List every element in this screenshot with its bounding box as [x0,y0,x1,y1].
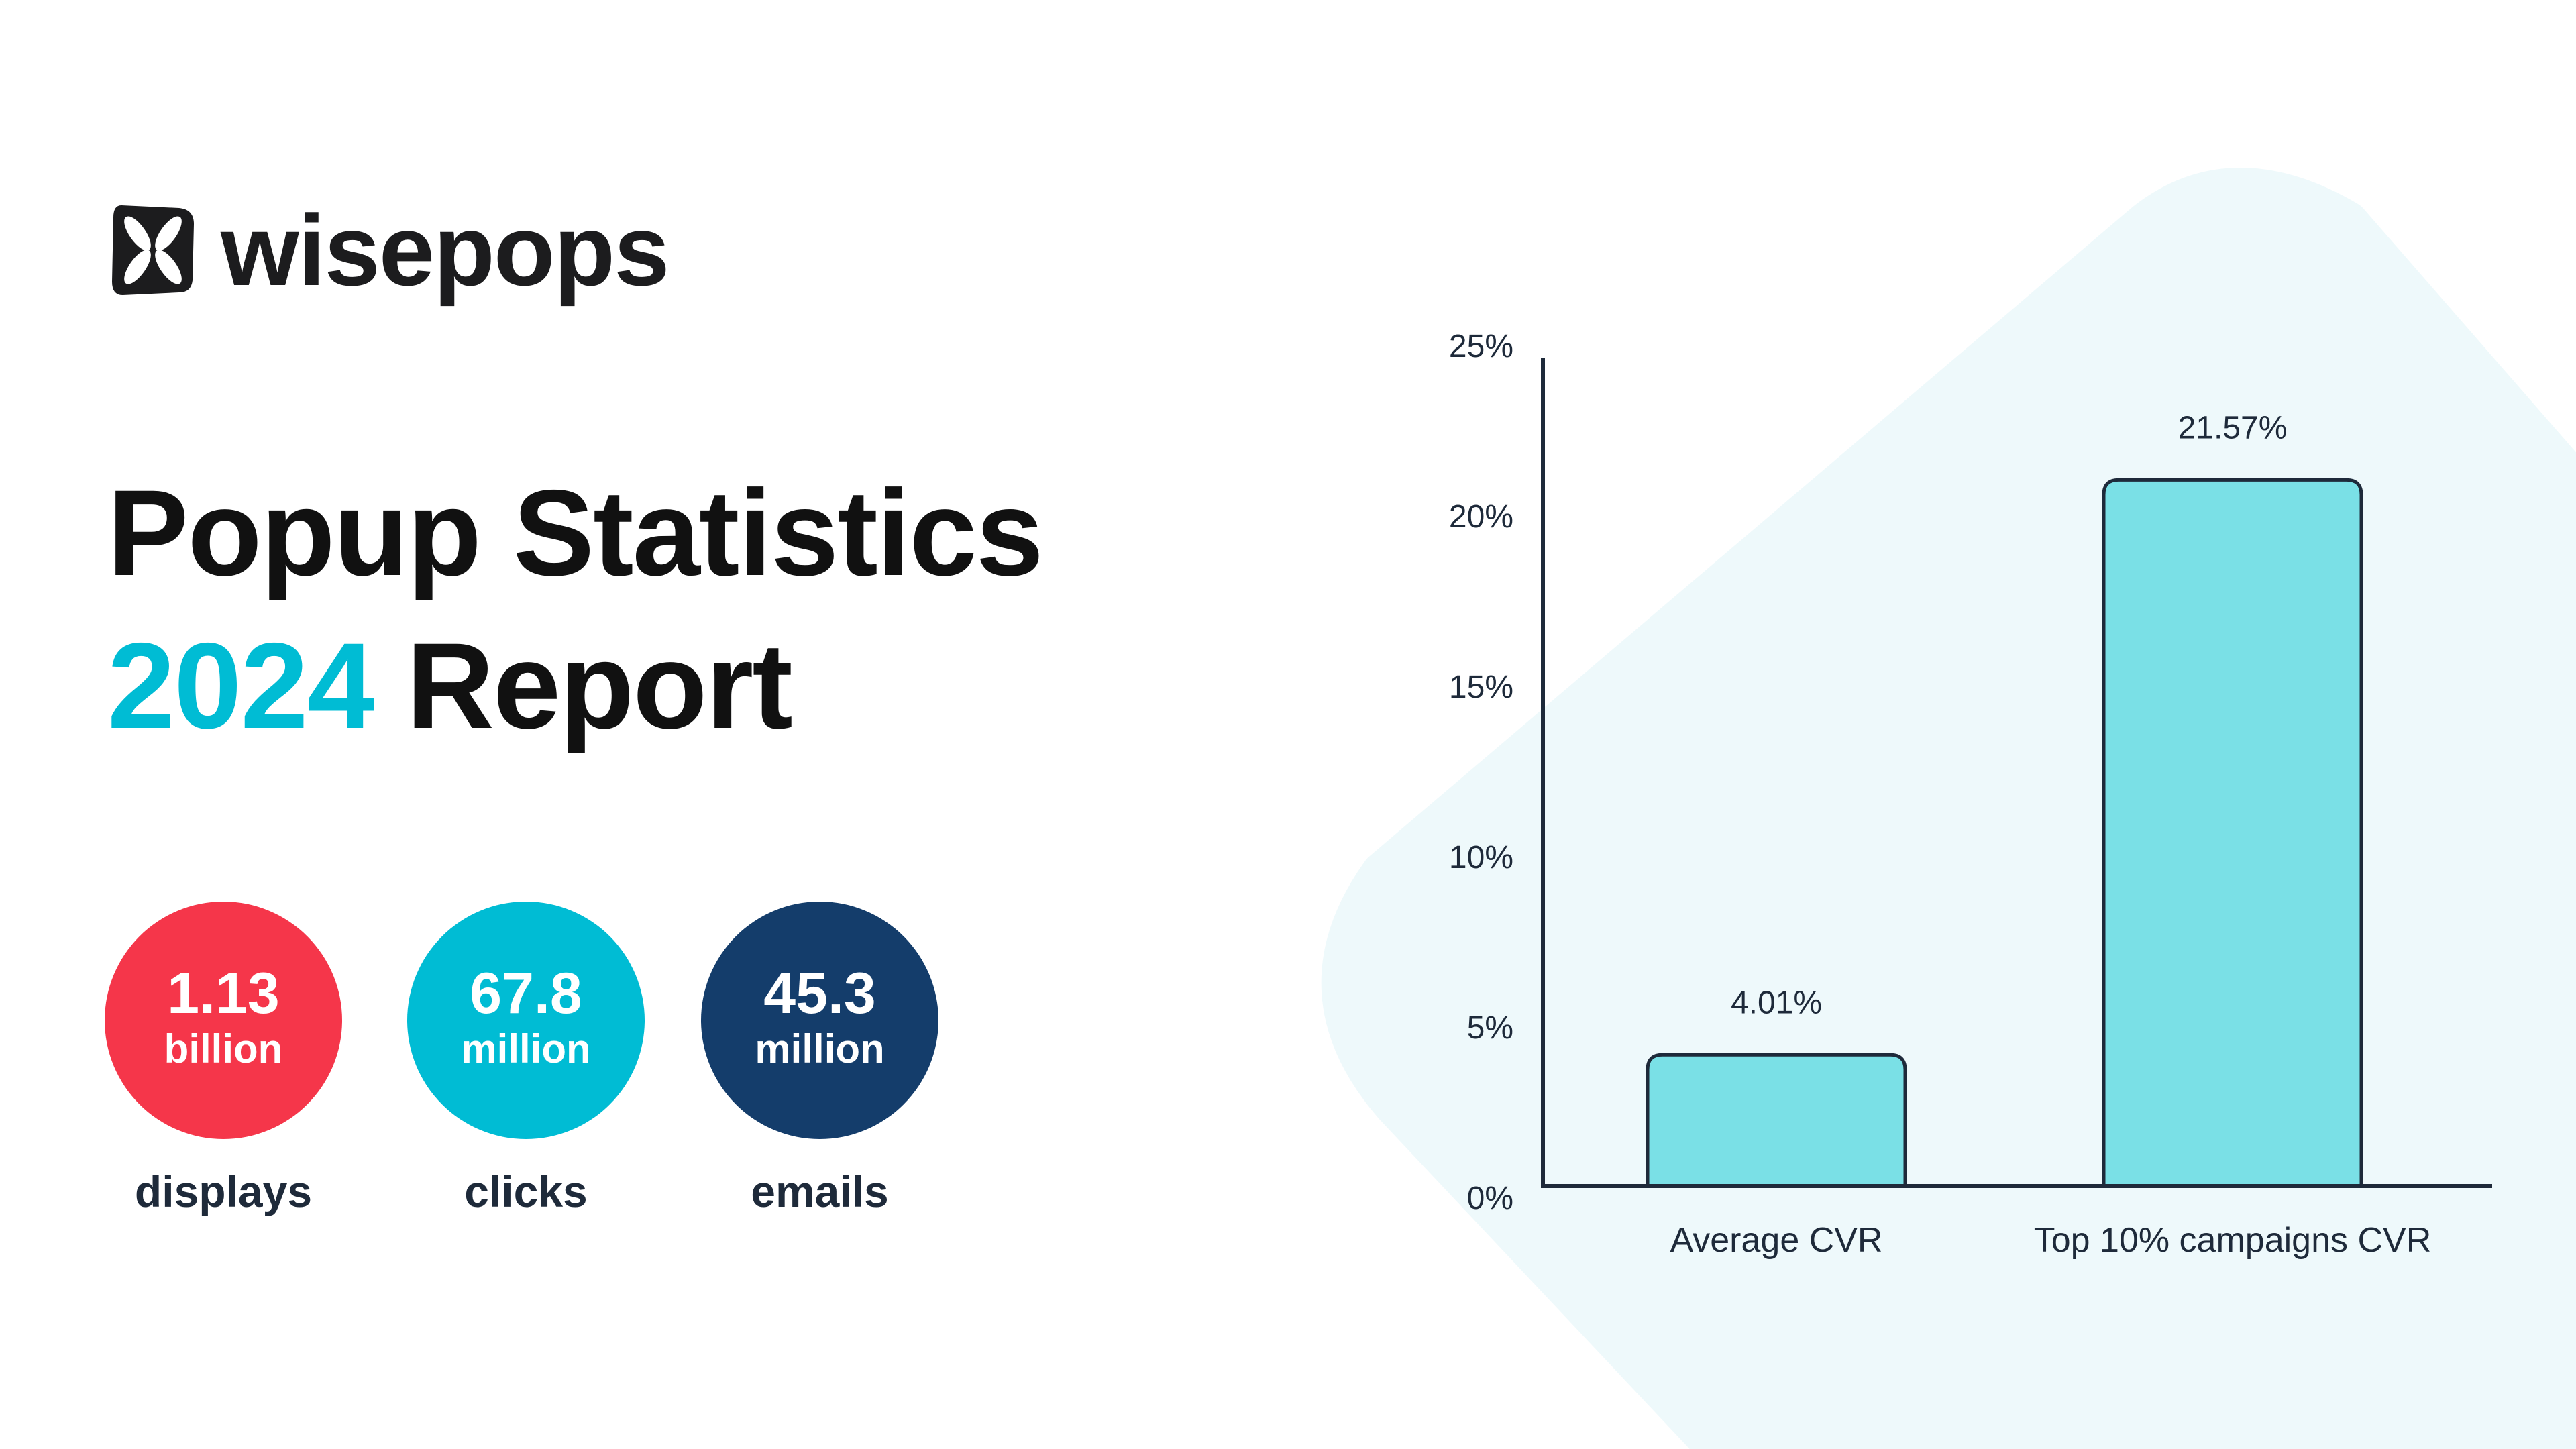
y-tick-label: 0% [1467,1181,1513,1216]
y-tick-label: 5% [1467,1010,1513,1046]
brand-name: wisepops [221,194,669,307]
y-tick-label: 15% [1449,669,1513,705]
title-line-1: Popup Statistics [107,464,1044,601]
stat-unit: million [755,1026,885,1071]
stat-displays: 1.13 billion displays [105,902,342,1217]
title-line-2: 2024 Report [107,609,1042,762]
x-tick-label: Top 10% campaigns CVR [2034,1221,2432,1260]
stat-circle: 1.13 billion [105,902,342,1139]
stat-unit: million [461,1026,591,1071]
stat-emails: 45.3 million emails [701,902,938,1217]
stat-circle: 67.8 million [407,902,645,1139]
data-label: 4.01% [1731,985,1822,1020]
stat-label: clicks [464,1167,588,1216]
y-tick-label: 20% [1449,499,1513,535]
bar [1646,1053,1907,1188]
title-report: Report [406,617,792,754]
x-tick-label: Average CVR [1670,1221,1883,1260]
stat-clicks: 67.8 million clicks [407,902,645,1217]
title-year: 2024 [107,617,375,754]
stat-value: 67.8 [470,961,582,1026]
stat-circle: 45.3 million [701,902,938,1139]
stat-unit: billion [164,1026,283,1071]
stat-value: 45.3 [763,961,876,1026]
y-tick-label: 25% [1449,329,1513,364]
stat-label: emails [751,1167,889,1216]
page-title: Popup Statistics 2024 Report [107,456,1044,762]
data-label: 21.57% [2178,410,2288,445]
y-tick-label: 10% [1449,840,1513,875]
clover-icon [112,205,194,295]
bar [2102,478,2363,1188]
stat-label: displays [134,1167,313,1216]
wisepops-logo: wisepops [112,200,669,301]
stat-value: 1.13 [167,961,280,1026]
